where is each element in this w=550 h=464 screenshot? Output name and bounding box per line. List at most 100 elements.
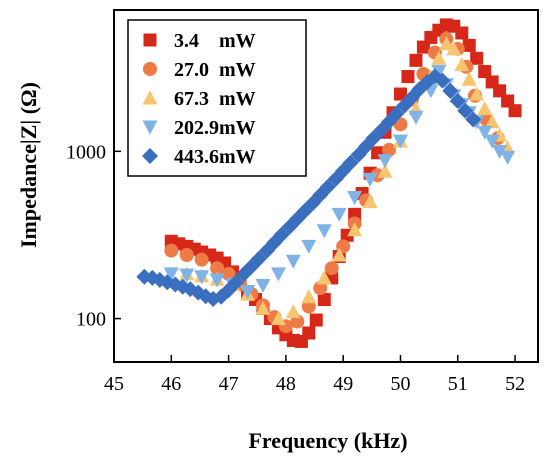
data-point bbox=[255, 278, 271, 293]
data-point bbox=[164, 243, 179, 258]
x-tick-label: 49 bbox=[333, 373, 353, 395]
data-point bbox=[377, 163, 393, 178]
legend-marker bbox=[142, 120, 158, 135]
data-point bbox=[194, 270, 210, 285]
data-point bbox=[401, 70, 415, 84]
y-tick-label: 100 bbox=[76, 309, 106, 331]
data-point bbox=[449, 92, 466, 109]
legend-box bbox=[127, 19, 307, 177]
legend-marker bbox=[143, 62, 157, 76]
series-4 bbox=[136, 68, 482, 307]
data-point bbox=[377, 154, 393, 169]
data-point bbox=[442, 82, 459, 99]
data-point bbox=[446, 41, 462, 56]
plot-frame bbox=[113, 9, 539, 363]
data-point bbox=[285, 254, 301, 269]
data-point bbox=[431, 50, 447, 65]
data-point bbox=[347, 190, 363, 205]
data-point bbox=[209, 273, 225, 288]
data-point bbox=[408, 110, 424, 125]
data-point bbox=[331, 247, 347, 262]
x-axis-title: Frequency (kHz) bbox=[248, 428, 407, 453]
legend-label: 3.4 mW bbox=[174, 30, 256, 52]
data-point bbox=[465, 111, 482, 128]
data-point bbox=[470, 51, 484, 65]
data-points-layer bbox=[136, 18, 522, 348]
data-point bbox=[313, 281, 328, 296]
data-point bbox=[484, 114, 500, 129]
data-point bbox=[454, 57, 470, 72]
data-point bbox=[455, 26, 469, 40]
data-point bbox=[194, 252, 209, 267]
data-point bbox=[319, 178, 336, 195]
x-tick-label: 47 bbox=[219, 373, 239, 395]
data-point bbox=[382, 142, 397, 157]
data-point bbox=[163, 267, 179, 282]
y-tick-label: 1000 bbox=[66, 141, 106, 163]
data-point bbox=[461, 71, 477, 86]
data-point bbox=[484, 134, 500, 149]
x-tick-label: 48 bbox=[276, 373, 296, 395]
data-point bbox=[477, 101, 493, 116]
data-point bbox=[221, 266, 236, 281]
data-point bbox=[478, 65, 492, 79]
data-point bbox=[179, 247, 194, 262]
data-point bbox=[392, 134, 408, 149]
series-3 bbox=[163, 65, 516, 300]
data-point bbox=[434, 72, 451, 89]
x-tick-label: 50 bbox=[390, 373, 410, 395]
data-point bbox=[210, 261, 225, 276]
data-point bbox=[393, 87, 407, 101]
x-tick-label: 51 bbox=[448, 373, 468, 395]
x-tick-label: 52 bbox=[505, 373, 525, 395]
data-point bbox=[285, 304, 301, 319]
data-point bbox=[270, 267, 286, 282]
legend-label: 27.0 mW bbox=[174, 59, 256, 81]
data-point bbox=[462, 38, 476, 52]
data-point bbox=[409, 53, 423, 67]
data-point bbox=[508, 104, 522, 118]
data-point bbox=[302, 326, 316, 340]
data-point bbox=[493, 84, 507, 98]
data-point bbox=[388, 105, 405, 122]
legend-label: 202.9mW bbox=[174, 117, 256, 139]
y-axis-title: Impedance|Z| (Ω) bbox=[16, 82, 41, 248]
data-point bbox=[250, 250, 267, 267]
data-point bbox=[240, 285, 256, 300]
legend-label: 67.3 mW bbox=[174, 88, 256, 110]
data-point bbox=[362, 172, 378, 187]
tick-layer: 45 46 47 48 49 50 51 52 100 1000 bbox=[66, 141, 525, 395]
data-point bbox=[492, 144, 508, 159]
data-point bbox=[457, 102, 474, 119]
data-point bbox=[301, 239, 317, 254]
legend-marker bbox=[142, 148, 158, 164]
data-point bbox=[317, 293, 331, 307]
data-point bbox=[270, 311, 286, 326]
data-point bbox=[301, 289, 317, 304]
data-point bbox=[331, 207, 347, 222]
legend-marker bbox=[143, 33, 157, 47]
data-point bbox=[469, 86, 485, 101]
data-point bbox=[347, 222, 363, 237]
x-tick-label: 46 bbox=[161, 373, 181, 395]
legend-marker bbox=[142, 90, 158, 105]
data-point bbox=[228, 274, 245, 291]
data-point bbox=[362, 194, 378, 209]
data-point bbox=[179, 268, 195, 283]
data-point bbox=[273, 226, 290, 243]
data-point bbox=[255, 300, 271, 315]
data-point bbox=[431, 65, 447, 80]
x-tick-label: 45 bbox=[104, 373, 124, 395]
legend: 3.4 mW 27.0 mW 67.3 mW 202.9mW 443.6mW bbox=[127, 19, 307, 177]
data-point bbox=[324, 261, 339, 276]
data-point bbox=[316, 270, 332, 285]
data-point bbox=[316, 224, 332, 239]
data-point bbox=[342, 154, 359, 171]
data-point bbox=[438, 36, 454, 51]
data-point bbox=[309, 313, 323, 327]
data-point bbox=[500, 150, 516, 165]
legend-label: 443.6mW bbox=[174, 146, 256, 168]
data-point bbox=[477, 125, 493, 140]
data-point bbox=[365, 130, 382, 147]
